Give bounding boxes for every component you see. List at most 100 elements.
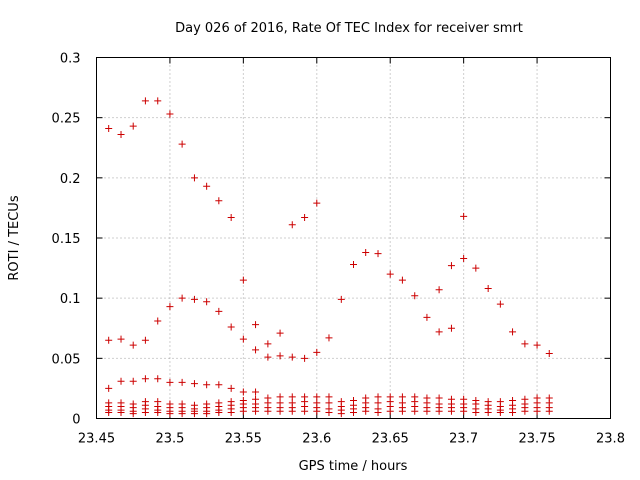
data-point-marker <box>337 410 345 418</box>
data-point-marker <box>521 340 529 348</box>
data-point-marker <box>129 122 137 130</box>
data-point-marker <box>484 285 492 293</box>
data-point-marker <box>447 262 455 270</box>
data-point-marker <box>178 378 186 386</box>
data-point-marker <box>398 276 406 284</box>
data-point-marker <box>509 328 517 336</box>
data-point-marker <box>105 408 113 416</box>
x-tick-label: 23.75 <box>518 432 555 447</box>
data-point-marker <box>313 199 321 207</box>
x-tick-label: 23.65 <box>372 432 409 447</box>
data-point-marker <box>117 377 125 385</box>
data-point-marker <box>252 388 260 396</box>
data-point-marker <box>288 407 296 415</box>
data-point-marker <box>166 303 174 311</box>
data-point-marker <box>215 408 223 416</box>
data-point-marker <box>472 264 480 272</box>
data-point-marker <box>178 410 186 418</box>
data-point-marker <box>374 399 382 407</box>
y-tick-label: 0.3 <box>60 52 81 67</box>
data-point-marker <box>141 97 149 105</box>
data-point-marker <box>105 124 113 132</box>
data-point-marker <box>386 407 394 415</box>
data-point-marker <box>301 407 309 415</box>
y-tick-label: 0.2 <box>60 172 81 187</box>
data-point-marker <box>301 214 309 222</box>
data-point-marker <box>239 407 247 415</box>
data-point-marker <box>239 388 247 396</box>
data-point-marker <box>533 407 541 415</box>
data-point-marker <box>276 329 284 337</box>
data-point-marker <box>276 407 284 415</box>
data-point-marker <box>313 348 321 356</box>
data-point-marker <box>227 408 235 416</box>
x-tick-label: 23.6 <box>302 432 331 447</box>
data-point-marker <box>227 323 235 331</box>
data-point-marker <box>141 408 149 416</box>
data-point-marker <box>252 321 260 329</box>
data-point-marker <box>350 260 357 268</box>
chart-title: Day 026 of 2016, Rate Of TEC Index for r… <box>175 21 523 36</box>
data-point-marker <box>386 270 394 278</box>
data-point-marker <box>435 286 443 294</box>
data-point-marker <box>215 307 223 315</box>
data-point-marker <box>484 408 492 416</box>
data-point-marker <box>460 254 468 262</box>
data-points <box>105 97 553 418</box>
data-point-marker <box>264 353 272 361</box>
data-point-marker <box>154 375 162 383</box>
x-tick-label: 23.5 <box>155 432 184 447</box>
data-point-marker <box>423 313 431 321</box>
data-point-marker <box>313 393 321 401</box>
data-point-marker <box>215 197 223 205</box>
data-point-marker <box>190 174 198 182</box>
data-point-marker <box>203 182 211 190</box>
data-point-marker <box>178 140 186 148</box>
data-point-marker <box>496 300 504 308</box>
data-point-marker <box>239 335 247 343</box>
data-point-marker <box>166 110 174 118</box>
data-point-marker <box>545 407 553 415</box>
data-point-marker <box>362 407 370 415</box>
y-tick-label: 0.25 <box>52 112 81 127</box>
data-point-marker <box>129 377 137 385</box>
data-point-marker <box>362 248 370 256</box>
y-tick-label: 0.15 <box>52 232 81 247</box>
data-point-marker <box>252 407 260 415</box>
grid-lines <box>96 57 611 419</box>
data-point-marker <box>154 408 162 416</box>
data-point-marker <box>325 408 333 416</box>
data-point-marker <box>398 393 406 401</box>
data-point-marker <box>227 214 235 222</box>
data-point-marker <box>325 393 333 401</box>
data-point-marker <box>460 407 468 415</box>
data-point-marker <box>129 410 137 418</box>
data-point-marker <box>423 407 431 415</box>
data-point-marker <box>141 336 149 344</box>
data-point-marker <box>264 340 272 348</box>
data-point-marker <box>411 407 419 415</box>
data-point-marker <box>374 250 382 258</box>
data-point-marker <box>350 408 357 416</box>
data-point-marker <box>178 294 186 302</box>
data-point-marker <box>117 408 125 416</box>
data-point-marker <box>325 334 333 342</box>
axis-ticks: 23.45 23.5 23.55 23.6 23.65 23.7 23.75 23.8 0 0.0… <box>52 52 625 447</box>
data-point-marker <box>288 353 296 361</box>
y-tick-label: 0.05 <box>52 352 81 367</box>
data-point-marker <box>105 384 113 392</box>
data-point-marker <box>411 292 419 300</box>
data-point-marker <box>252 346 260 354</box>
data-point-marker <box>276 393 284 401</box>
data-point-marker <box>325 399 333 407</box>
data-point-marker <box>190 410 198 418</box>
data-point-marker <box>447 324 455 332</box>
data-point-marker <box>398 407 406 415</box>
data-point-marker <box>435 394 443 402</box>
y-axis-label: ROTI / TECUs <box>7 195 22 280</box>
data-point-marker <box>141 375 149 383</box>
data-point-marker <box>509 408 517 416</box>
data-point-marker <box>117 335 125 343</box>
y-tick-label: 0.1 <box>60 292 81 307</box>
